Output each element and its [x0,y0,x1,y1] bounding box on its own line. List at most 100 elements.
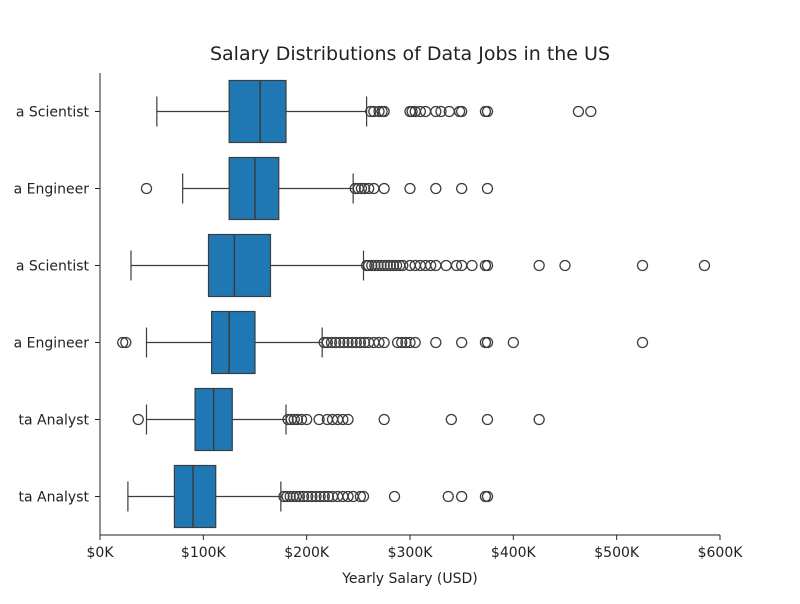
outlier-point [456,336,468,349]
outlier-point [388,490,401,503]
outlier-point [456,105,468,118]
chart-title: Salary Distributions of Data Jobs in the… [210,43,610,65]
outlier-point [342,490,354,503]
outlier-point [306,490,318,503]
outlier-point [342,336,354,349]
outlier-point [466,259,478,272]
outlier-point [342,413,354,426]
y-tick-label: ta Analyst [18,490,89,506]
outlier-point [278,490,290,503]
outlier-point [318,490,330,503]
x-tick-label: $400K [491,545,537,561]
outlier-point [349,182,361,195]
outlier-point [373,336,385,349]
outlier-point [375,259,387,272]
outlier-point [404,182,416,195]
outlier-point [357,490,370,503]
outlier-point [297,490,310,503]
outlier-point [390,259,403,272]
outlier-point [559,259,571,272]
outlier-point [481,336,494,349]
outlier-point [363,182,375,195]
outlier-point [293,490,306,503]
outlier-point [140,182,153,195]
outlier-point [378,182,390,195]
outlier-point [310,490,322,503]
outlier-point [369,259,381,272]
outlier-point [363,259,375,272]
outlier-point [284,490,296,503]
outlier-point [406,105,418,118]
outlier-point [481,105,494,118]
outlier-point [350,336,362,349]
outlier-point [636,336,649,349]
outlier-point [387,259,400,272]
iqr-box [207,233,272,298]
outlier-point [291,413,304,426]
outlier-point [338,336,350,349]
y-tick-label: ta Analyst [18,413,89,429]
y-tick-label: a Engineer [14,182,90,198]
x-tick-label: $300K [388,545,434,561]
outlier-point [430,336,442,349]
outlier-point [346,336,358,349]
outlier-point [322,490,335,503]
outlier-point [378,336,390,349]
chart-boxes [117,79,711,529]
outlier-point [355,182,368,195]
outlier-point [325,336,338,349]
outlier-point [481,259,494,272]
iqr-box [211,310,256,375]
outlier-point [381,259,393,272]
outlier-point [445,413,457,426]
y-tick-label: a Scientist [16,105,90,121]
x-tick-label: $600K [698,545,744,561]
outlier-point [533,413,545,426]
outlier-point [404,336,416,349]
box-group [130,233,711,298]
outlier-point [572,105,585,118]
outlier-point [321,336,333,349]
box-group [117,310,649,375]
outlier-point [384,259,397,272]
outlier-point [281,490,293,503]
outlier-point [507,336,519,349]
x-tick-label: $500K [594,545,640,561]
outlier-point [314,490,326,503]
outlier-point [313,413,325,426]
outlier-point [288,413,300,426]
outlier-point [302,490,314,503]
iqr-box [173,464,217,529]
box-group [140,156,494,221]
outlier-point [435,105,447,118]
box-group [132,387,545,452]
outlier-point [481,490,494,503]
outlier-point [442,490,454,503]
outlier-point [132,413,144,426]
outlier-point [117,336,129,349]
outlier-point [373,105,385,118]
x-axis-label: Yearly Salary (USD) [341,571,478,587]
outlier-point [337,413,349,426]
outlier-point [400,336,412,349]
outlier-point [378,105,390,118]
y-tick-label: a Engineer [14,336,90,352]
outlier-point [358,336,371,349]
outlier-point [430,105,442,118]
outlier-point [396,336,408,349]
outlier-point [481,182,494,195]
outlier-point [372,259,384,272]
outlier-point [358,182,371,195]
outlier-point [456,182,468,195]
outlier-point [295,413,308,426]
outlier-point [366,259,378,272]
outlier-point [414,105,426,118]
outlier-point [120,336,132,349]
x-tick-label: $100K [181,545,227,561]
outlier-point [450,259,463,272]
outlier-point [391,336,404,349]
outlier-point [378,259,390,272]
y-tick-label: a Scientist [16,259,90,275]
